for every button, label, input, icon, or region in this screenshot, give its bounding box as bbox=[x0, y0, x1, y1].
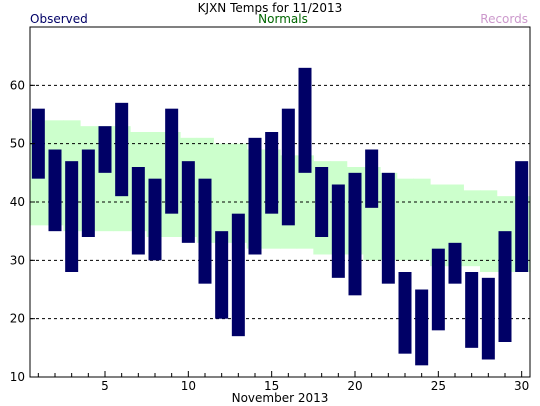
legend-normals: Normals bbox=[258, 12, 308, 26]
y-tick-label-60: 60 bbox=[10, 78, 25, 92]
observed-bar-day-6 bbox=[115, 102, 129, 197]
x-axis-label: November 2013 bbox=[232, 391, 329, 405]
observed-bar-day-21 bbox=[365, 149, 379, 208]
x-tick-label-5: 5 bbox=[101, 379, 109, 393]
observed-bar-day-23 bbox=[398, 272, 412, 354]
y-tick-label-10: 10 bbox=[10, 370, 25, 384]
observed-bar-day-11 bbox=[198, 178, 212, 284]
x-tick-label-15: 15 bbox=[264, 379, 279, 393]
observed-bar-day-2 bbox=[48, 149, 62, 232]
observed-bar-day-29 bbox=[498, 231, 512, 342]
observed-bar-day-14 bbox=[248, 137, 262, 255]
observed-bar-day-18 bbox=[315, 167, 329, 237]
observed-bar-day-22 bbox=[381, 172, 395, 284]
normal-range-day-27 bbox=[463, 190, 481, 267]
observed-bar-day-27 bbox=[465, 272, 479, 348]
normal-range-day-25 bbox=[430, 184, 448, 267]
normal-range-day-17 bbox=[296, 155, 314, 249]
observed-bar-day-25 bbox=[431, 248, 445, 331]
observed-bar-day-26 bbox=[448, 242, 462, 284]
observed-bar-day-5 bbox=[98, 126, 112, 173]
observed-bar-day-8 bbox=[148, 178, 162, 261]
observed-bar-day-15 bbox=[265, 132, 279, 214]
observed-bars bbox=[31, 67, 529, 366]
x-tick-label-20: 20 bbox=[347, 379, 362, 393]
y-tick-label-20: 20 bbox=[10, 312, 25, 326]
observed-bar-day-13 bbox=[231, 213, 245, 337]
legend-observed: Observed bbox=[30, 12, 88, 26]
x-tick-label-25: 25 bbox=[431, 379, 446, 393]
normal-range-day-23 bbox=[396, 178, 414, 261]
observed-bar-day-10 bbox=[181, 161, 195, 243]
x-tick-label-30: 30 bbox=[514, 379, 529, 393]
y-axis-ticks: 10 20 30 40 50 60 bbox=[10, 78, 35, 384]
gridlines bbox=[30, 84, 530, 320]
y-tick-label-50: 50 bbox=[10, 137, 25, 151]
y-tick-label-40: 40 bbox=[10, 195, 25, 209]
normal-range-day-12 bbox=[213, 143, 231, 243]
observed-bar-day-20 bbox=[348, 172, 362, 296]
observed-bar-day-24 bbox=[415, 289, 429, 366]
x-axis-ticks: 5 10 15 20 25 30 bbox=[37, 371, 529, 393]
normal-range-day-28 bbox=[480, 190, 498, 272]
normal-range-day-24 bbox=[413, 178, 431, 261]
observed-bar-day-12 bbox=[215, 231, 229, 319]
observed-bar-day-7 bbox=[131, 167, 145, 255]
observed-bar-day-30 bbox=[515, 161, 529, 272]
observed-bar-day-28 bbox=[481, 277, 495, 360]
chart-title: KJXN Temps for 11/2013 bbox=[198, 1, 343, 15]
observed-bar-day-3 bbox=[65, 161, 79, 272]
observed-bar-day-16 bbox=[281, 108, 295, 226]
y-tick-label-30: 30 bbox=[10, 253, 25, 267]
observed-bar-day-17 bbox=[298, 67, 312, 173]
observed-bar-day-9 bbox=[165, 108, 179, 214]
x-tick-label-10: 10 bbox=[181, 379, 196, 393]
observed-bar-day-4 bbox=[81, 149, 95, 237]
legend-records: Records bbox=[480, 12, 528, 26]
observed-bar-day-19 bbox=[331, 184, 345, 278]
observed-bar-day-1 bbox=[31, 108, 45, 179]
